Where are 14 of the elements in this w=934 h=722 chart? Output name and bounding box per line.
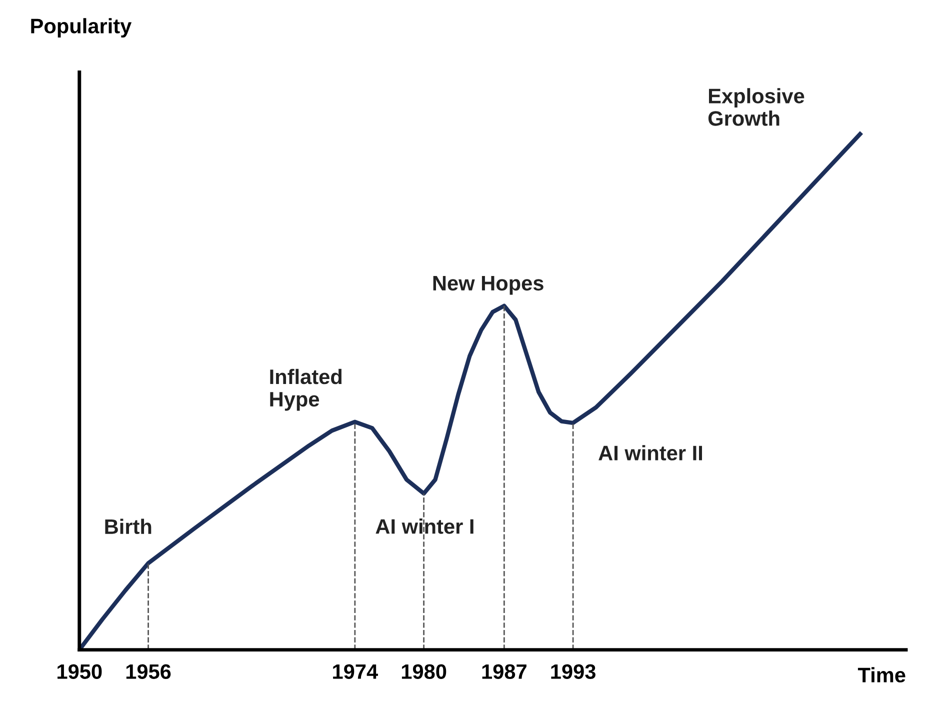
- annotation: AI winter II: [598, 445, 702, 460]
- x-tick-label: 1980: [402, 664, 446, 679]
- x-tick-label: 1950: [58, 664, 102, 679]
- x-tick-label: 1993: [551, 664, 596, 680]
- x-tick-label: 1987: [482, 664, 526, 679]
- x-tick-label: 1956: [126, 664, 171, 679]
- x-axis-title: Time: [858, 667, 906, 682]
- annotation: AI winter I: [376, 518, 474, 534]
- text: Explosive Growth: [708, 88, 804, 126]
- x-tick-label: 1974: [333, 664, 378, 679]
- annotation: Birth: [105, 518, 152, 534]
- y-axis-title: Popularity: [31, 18, 132, 38]
- annotation: New Hopes: [433, 276, 544, 295]
- annotation: Inflated Hype: [270, 368, 342, 411]
